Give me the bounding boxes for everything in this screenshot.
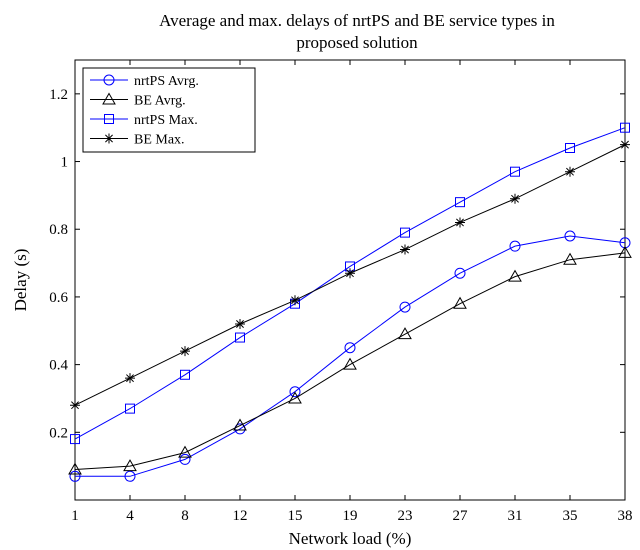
- x-tick-label: 12: [233, 508, 248, 524]
- series-line: [74, 127, 626, 440]
- x-tick-label: 15: [288, 508, 303, 524]
- data-point-square: [180, 369, 190, 380]
- legend-item: BE Max.: [90, 133, 185, 148]
- data-point-circle: [399, 301, 411, 313]
- data-point-triangle: [453, 296, 467, 309]
- data-point-star: [345, 268, 355, 279]
- x-axis: 1 4 8 12 15 19 23 27 31 35 38: [71, 60, 633, 524]
- chart-title-line-2: proposed solution: [296, 33, 418, 52]
- x-tick-label: 35: [563, 508, 578, 524]
- data-point-square: [70, 434, 80, 445]
- chart-title-line-1: Average and max. delays of nrtPS and BE …: [159, 11, 555, 30]
- data-point-circle: [344, 342, 356, 354]
- data-point-triangle: [68, 462, 82, 475]
- y-tick-label: 0.2: [49, 425, 68, 441]
- data-point-square: [125, 403, 135, 414]
- legend-item: nrtPS Avrg.: [90, 74, 199, 89]
- data-point-star: [290, 295, 300, 306]
- legend-marker-circle: [103, 74, 115, 86]
- data-point-triangle: [123, 459, 137, 472]
- y-axis: 0.2 0.4 0.6 0.8 1 1.2: [49, 87, 625, 441]
- data-point-square: [620, 122, 630, 133]
- y-tick-label: 1: [61, 155, 69, 171]
- data-point-circle: [454, 267, 466, 279]
- data-point-triangle: [233, 418, 247, 431]
- data-point-circle: [69, 470, 81, 482]
- x-tick-label: 31: [508, 508, 523, 524]
- data-point-circle: [124, 470, 136, 482]
- data-point-triangle: [178, 445, 192, 458]
- legend-label: BE Max.: [134, 133, 185, 148]
- legend-label: nrtPS Max.: [134, 113, 198, 128]
- data-point-circle: [179, 453, 191, 465]
- legend-marker-star: [104, 133, 114, 144]
- legend-item: BE Avrg.: [90, 92, 186, 109]
- x-tick-label: 27: [453, 508, 469, 524]
- data-point-triangle: [288, 391, 302, 404]
- data-point-star: [565, 166, 575, 177]
- x-tick-label: 8: [181, 508, 189, 524]
- data-point-square: [510, 166, 520, 177]
- data-point-circle: [289, 386, 301, 398]
- legend-marker-square: [104, 114, 114, 124]
- data-point-triangle: [508, 269, 522, 282]
- data-point-circle: [509, 240, 521, 252]
- y-tick-label: 0.6: [49, 290, 68, 306]
- legend: nrtPS Avrg. BE Avrg. nrtPS Max. BE Max.: [82, 67, 256, 153]
- x-tick-label: 4: [126, 508, 134, 524]
- data-point-star: [180, 346, 190, 357]
- data-point-triangle: [563, 252, 577, 265]
- y-tick-label: 0.4: [49, 358, 68, 374]
- data-point-triangle: [398, 327, 412, 340]
- x-tick-label: 38: [618, 508, 633, 524]
- data-point-triangle: [618, 245, 632, 258]
- legend-label: BE Avrg.: [134, 94, 186, 109]
- series-star: [70, 139, 630, 411]
- data-point-star: [620, 139, 630, 150]
- y-tick-label: 0.8: [49, 222, 68, 238]
- series-circle: [69, 230, 631, 482]
- data-point-star: [400, 244, 410, 255]
- data-point-star: [235, 319, 245, 329]
- data-point-star: [455, 217, 465, 228]
- series-square: [70, 122, 630, 445]
- legend-marker-triangle: [102, 92, 116, 105]
- x-tick-label: 19: [343, 508, 358, 524]
- x-tick-label: 1: [71, 508, 79, 524]
- x-axis-label: Network load (%): [289, 529, 412, 548]
- data-point-star: [70, 400, 80, 411]
- legend-label: nrtPS Avrg.: [134, 74, 199, 89]
- data-point-circle: [564, 230, 576, 242]
- data-point-square: [455, 197, 465, 208]
- data-point-square: [235, 332, 245, 343]
- series-line: [74, 252, 626, 471]
- data-point-star: [510, 193, 520, 204]
- series-line: [75, 235, 626, 477]
- series-group: [68, 122, 632, 482]
- y-axis-label: Delay (s): [11, 249, 30, 312]
- legend-item: nrtPS Max.: [90, 113, 198, 128]
- data-point-triangle: [343, 357, 357, 370]
- data-point-star: [125, 373, 135, 384]
- data-point-square: [400, 227, 410, 238]
- x-tick-label: 23: [398, 508, 413, 524]
- data-point-square: [565, 143, 575, 153]
- series-triangle: [68, 245, 632, 475]
- y-tick-label: 1.2: [49, 87, 68, 103]
